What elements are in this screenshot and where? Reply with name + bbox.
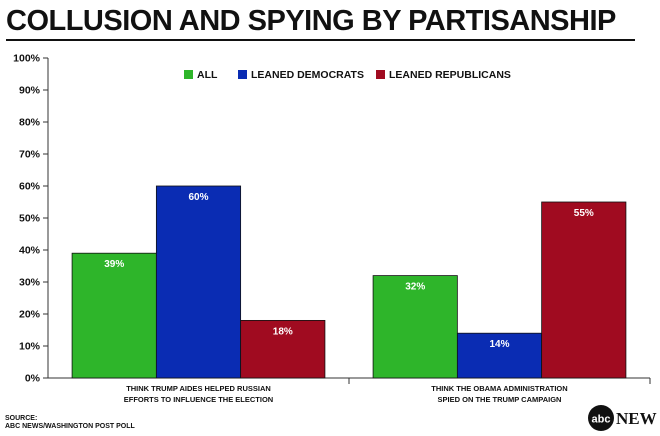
logo-mark: abc xyxy=(592,414,611,426)
source-note: SOURCE: ABC NEWS/WASHINGTON POST POLL xyxy=(5,415,135,431)
bar-value-label: 39% xyxy=(104,259,124,270)
y-tick-label: 90% xyxy=(19,85,41,97)
y-tick-label: 10% xyxy=(19,341,41,353)
legend-label: LEANED DEMOCRATS xyxy=(251,69,364,81)
x-category-label: EFFORTS TO INFLUENCE THE ELECTION xyxy=(124,395,273,404)
y-tick-label: 60% xyxy=(19,181,41,193)
bar xyxy=(155,185,242,379)
bar-value-label: 55% xyxy=(574,208,594,219)
bar-value-label: 14% xyxy=(489,339,509,350)
x-category-label: SPIED ON THE TRUMP CAMPAIGN xyxy=(438,395,562,404)
source-label: SOURCE: xyxy=(5,415,38,422)
y-tick-label: 100% xyxy=(13,53,41,65)
legend-swatch xyxy=(238,70,247,79)
logo-word: NEWS xyxy=(616,409,657,428)
legend-label: LEANED REPUBLICANS xyxy=(389,69,511,81)
x-category-label: THINK TRUMP AIDES HELPED RUSSIAN xyxy=(126,384,271,393)
bar xyxy=(541,201,627,379)
y-tick-label: 0% xyxy=(25,373,41,385)
bar xyxy=(240,319,326,379)
y-tick-label: 50% xyxy=(19,213,41,225)
y-tick-label: 20% xyxy=(19,309,41,321)
title-divider xyxy=(6,39,635,41)
bar-value-label: 18% xyxy=(273,326,293,337)
bar xyxy=(372,275,458,379)
bar xyxy=(71,252,157,379)
chart-title: COLLUSION AND SPYING BY PARTISANSHIP xyxy=(6,5,616,37)
y-tick-label: 80% xyxy=(19,117,41,129)
bar-value-label: 60% xyxy=(188,192,208,203)
y-tick-label: 30% xyxy=(19,277,41,289)
bar-value-label: 32% xyxy=(405,282,425,293)
legend-label: ALL xyxy=(197,69,218,81)
y-tick-label: 40% xyxy=(19,245,41,257)
legend-swatch xyxy=(376,70,385,79)
legend-swatch xyxy=(184,70,193,79)
y-tick-label: 70% xyxy=(19,149,41,161)
abc-news-logo: abc NEWS xyxy=(588,405,657,431)
bar xyxy=(456,332,543,379)
x-category-label: THINK THE OBAMA ADMINISTRATION xyxy=(431,384,567,393)
source-text: ABC NEWS/WASHINGTON POST POLL xyxy=(5,423,135,430)
